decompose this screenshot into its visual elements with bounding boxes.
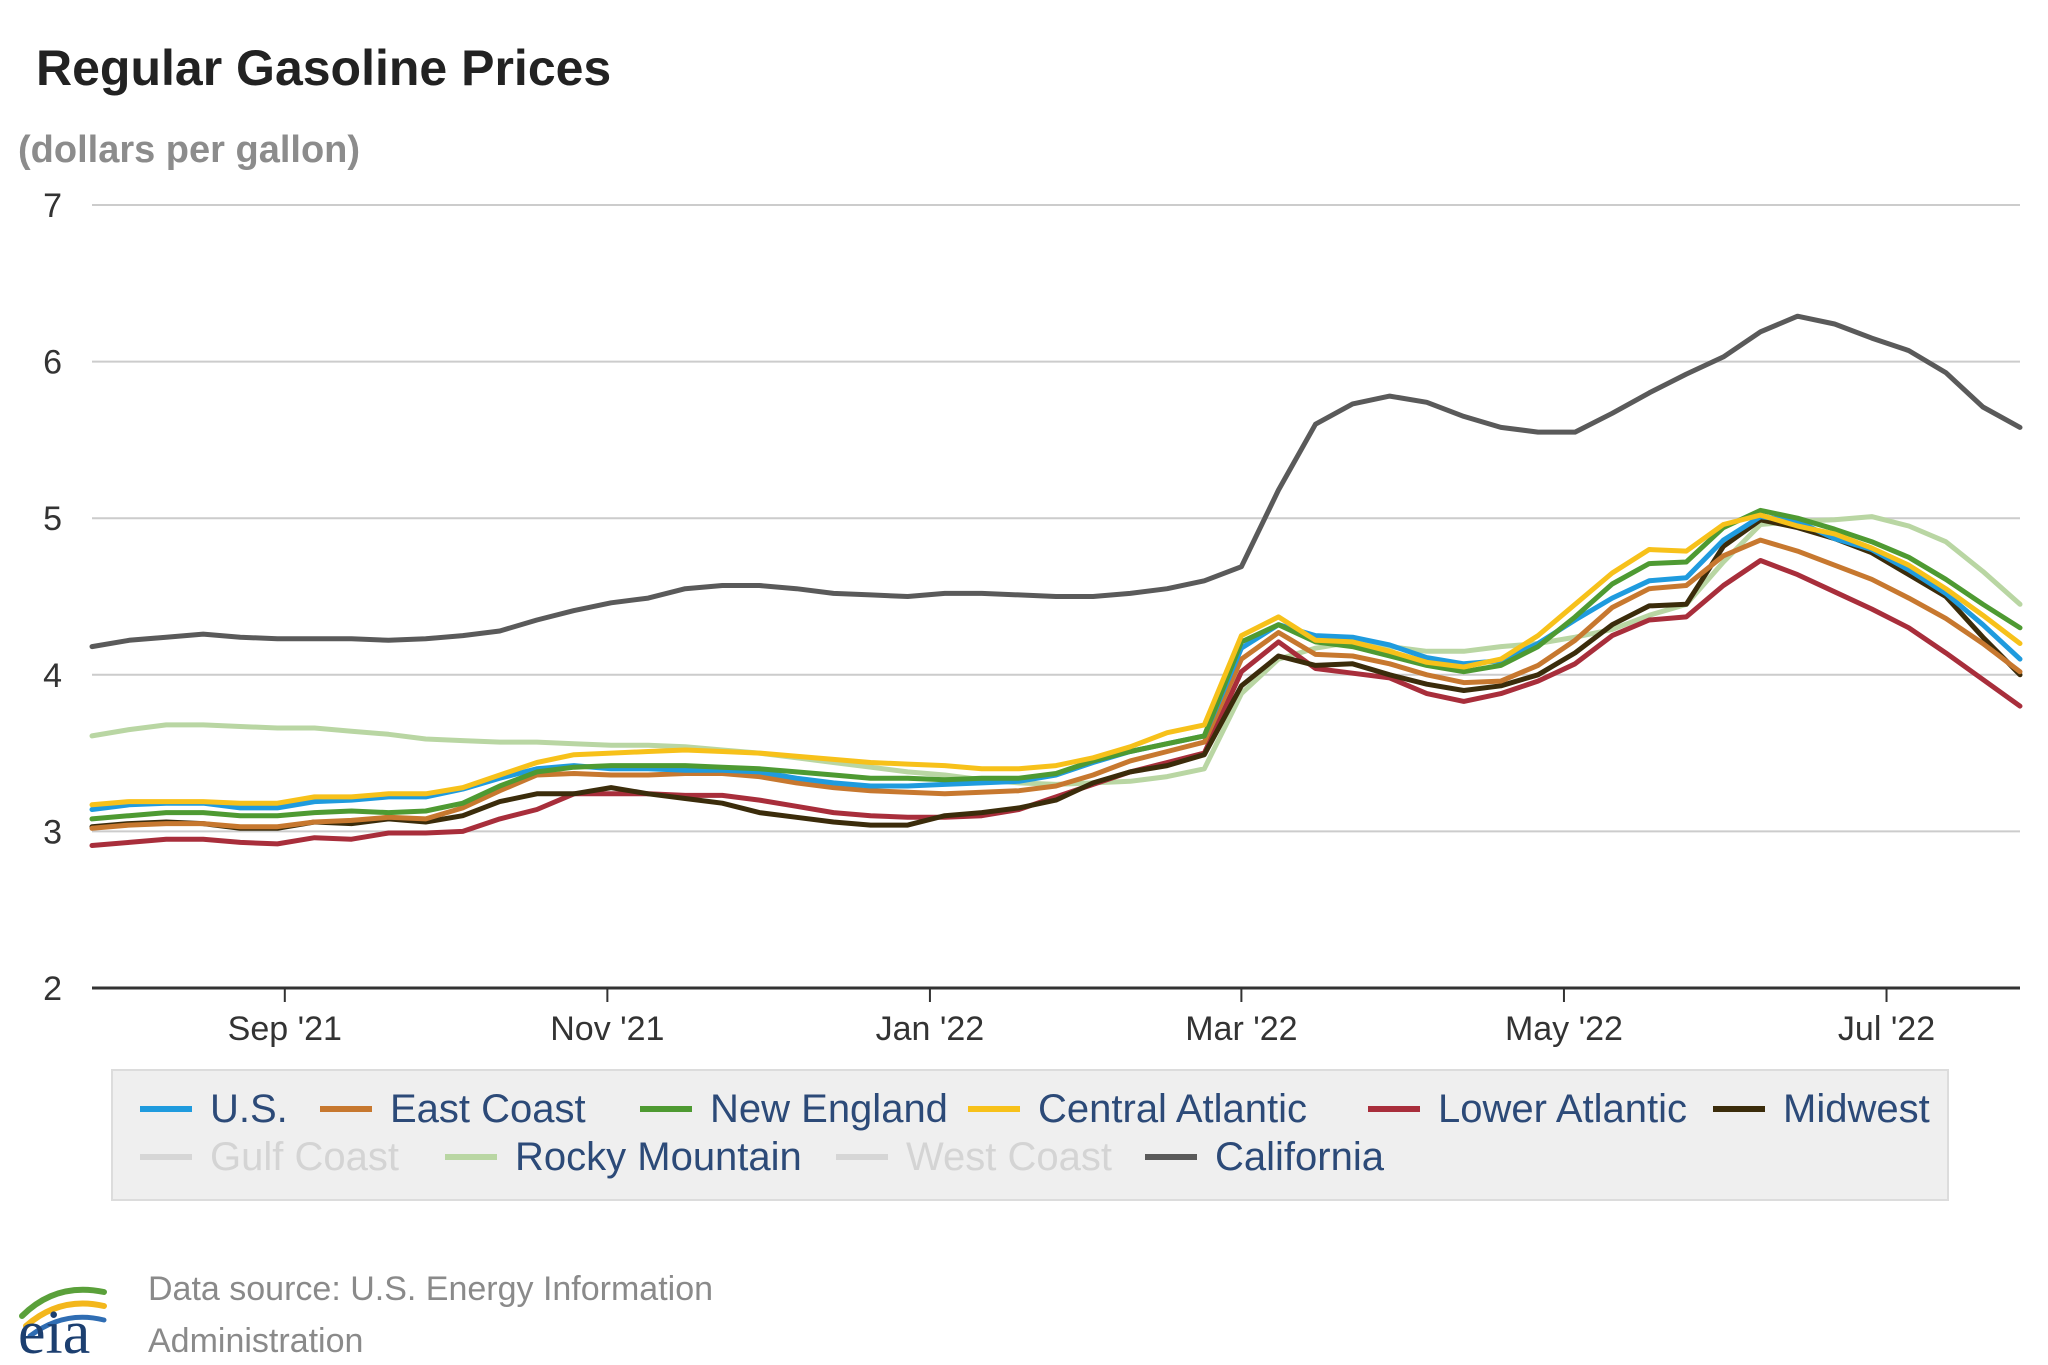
- legend-item-west-coast[interactable]: West Coast: [836, 1135, 1112, 1179]
- y-tick-label: 3: [43, 813, 62, 851]
- data-source-line-2: Administration: [148, 1322, 363, 1360]
- y-tick-label: 7: [43, 187, 62, 225]
- legend-item-u-s[interactable]: U.S.: [140, 1087, 288, 1131]
- chart-subtitle: (dollars per gallon): [18, 129, 360, 171]
- legend-label: Gulf Coast: [210, 1135, 399, 1179]
- series-line-east-coast: [89, 537, 2023, 831]
- series-line-california: [89, 313, 2023, 650]
- legend-item-east-coast[interactable]: East Coast: [320, 1087, 586, 1131]
- y-tick-label: 6: [43, 344, 62, 382]
- series-line-central-atlantic: [89, 512, 2023, 808]
- legend-label: U.S.: [210, 1087, 288, 1131]
- series-line-new-england: [89, 507, 2023, 822]
- legend-item-gulf-coast[interactable]: Gulf Coast: [140, 1135, 399, 1179]
- logo-wordmark: eia: [18, 1299, 90, 1365]
- series-line-lower-atlantic: [89, 558, 2023, 848]
- x-tick-label: Jul '22: [1838, 1010, 1935, 1048]
- legend-label: Midwest: [1783, 1087, 1930, 1131]
- legend-label: Lower Atlantic: [1438, 1087, 1687, 1131]
- logo-arc-yellow: [23, 1300, 107, 1329]
- legend-item-california[interactable]: California: [1145, 1135, 1385, 1179]
- legend-item-central-atlantic[interactable]: Central Atlantic: [968, 1087, 1307, 1131]
- legend-label: California: [1215, 1135, 1385, 1179]
- series-line-midwest: [89, 517, 2023, 831]
- legend[interactable]: U.S. East Coast New England Central Atlanti…: [111, 1069, 1949, 1201]
- legend-label: Rocky Mountain: [515, 1135, 802, 1179]
- x-tick-label: Mar '22: [1185, 1010, 1297, 1048]
- legend-background: [111, 1069, 1949, 1201]
- legend-label: Central Atlantic: [1038, 1087, 1307, 1131]
- x-tick-label: Nov '21: [550, 1010, 664, 1048]
- x-axis: Sep '21 Nov '21 Jan '22 Mar '22 May '22 Jul '…: [228, 988, 1935, 1048]
- legend-item-midwest[interactable]: Midwest: [1713, 1087, 1930, 1131]
- series-line-rocky-mountain: [89, 514, 2023, 787]
- legend-label: New England: [710, 1087, 948, 1131]
- y-tick-label: 4: [43, 657, 62, 695]
- y-tick-label: 2: [43, 970, 62, 1008]
- legend-item-lower-atlantic[interactable]: Lower Atlantic: [1368, 1087, 1687, 1131]
- y-tick-label: 5: [43, 500, 62, 538]
- logo-arc-green: [19, 1286, 107, 1319]
- eia-logo: eia: [18, 1286, 107, 1365]
- x-tick-label: May '22: [1505, 1010, 1623, 1048]
- x-tick-label: Sep '21: [228, 1010, 342, 1048]
- legend-item-rocky-mountain[interactable]: Rocky Mountain: [445, 1135, 802, 1179]
- data-source-line-1: Data source: U.S. Energy Information: [148, 1270, 713, 1308]
- legend-item-new-england[interactable]: New England: [640, 1087, 948, 1131]
- logo-arc-blue: [27, 1314, 107, 1339]
- y-axis: 2 3 4 5 6 7: [43, 187, 62, 1008]
- legend-label: West Coast: [906, 1135, 1112, 1179]
- x-tick-label: Jan '22: [876, 1010, 985, 1048]
- series-lines: [89, 313, 2023, 848]
- chart-title: Regular Gasoline Prices: [36, 40, 611, 96]
- legend-label: East Coast: [390, 1087, 586, 1131]
